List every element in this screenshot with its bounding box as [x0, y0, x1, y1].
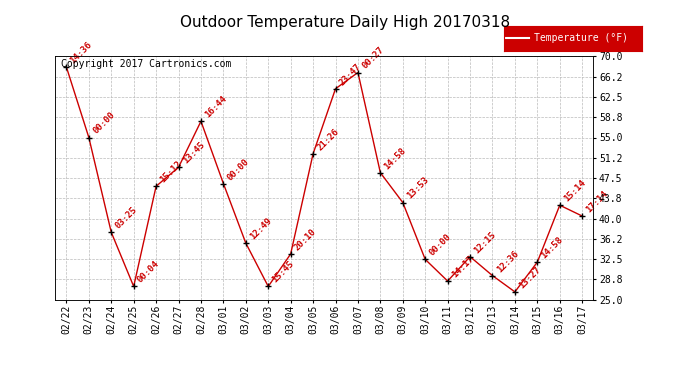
Text: 14:36: 14:36: [68, 40, 94, 66]
Text: 14:17: 14:17: [450, 254, 475, 279]
Text: 12:49: 12:49: [248, 216, 273, 242]
Text: 12:15: 12:15: [472, 230, 497, 255]
Text: 23:47: 23:47: [337, 62, 363, 87]
Text: 12:36: 12:36: [495, 249, 520, 274]
Text: 00:27: 00:27: [360, 45, 386, 71]
Text: 03:25: 03:25: [113, 205, 139, 231]
Text: 20:10: 20:10: [293, 227, 318, 252]
Text: Copyright 2017 Cartronics.com: Copyright 2017 Cartronics.com: [61, 58, 231, 69]
Text: 00:00: 00:00: [226, 156, 251, 182]
Text: 00:00: 00:00: [91, 111, 117, 136]
Text: 13:53: 13:53: [405, 176, 431, 201]
Text: 15:14: 15:14: [562, 178, 587, 204]
Text: 13:27: 13:27: [517, 265, 542, 290]
Text: 00:00: 00:00: [427, 232, 453, 258]
Text: 14:58: 14:58: [382, 146, 408, 171]
Text: 13:45: 13:45: [181, 140, 206, 166]
Text: 15:12: 15:12: [158, 159, 184, 184]
Text: 17:14: 17:14: [584, 189, 610, 214]
Text: Outdoor Temperature Daily High 20170318: Outdoor Temperature Daily High 20170318: [180, 15, 510, 30]
Text: 21:26: 21:26: [315, 127, 341, 152]
Text: 16:44: 16:44: [203, 94, 228, 120]
Text: 00:04: 00:04: [136, 260, 161, 285]
Text: Temperature (°F): Temperature (°F): [534, 33, 628, 44]
Text: 14:58: 14:58: [540, 235, 565, 261]
Text: 15:45: 15:45: [270, 260, 296, 285]
